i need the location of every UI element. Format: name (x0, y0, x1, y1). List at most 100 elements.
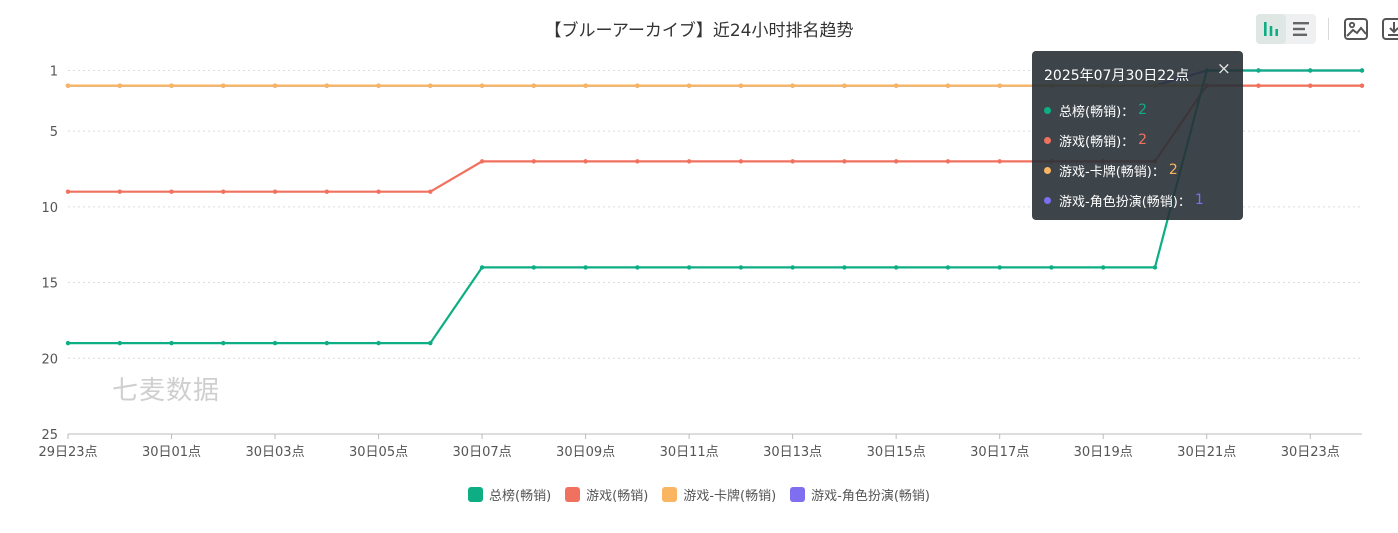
legend-item[interactable]: 游戏(畅销) (565, 485, 648, 504)
data-point (1359, 68, 1365, 73)
tooltip-value: 2 (1138, 102, 1148, 118)
data-point (997, 265, 1002, 270)
data-point (272, 340, 278, 346)
x-tick-label: 30日19点 (1074, 445, 1133, 460)
data-point (428, 189, 433, 194)
data-point (893, 159, 899, 164)
list-icon[interactable] (1286, 14, 1316, 44)
x-tick-label: 30日07点 (453, 445, 512, 460)
data-point (1256, 68, 1261, 73)
data-point (324, 189, 329, 194)
data-point (583, 265, 588, 270)
data-point (272, 83, 278, 88)
data-point (635, 265, 640, 270)
image-icon[interactable] (1341, 14, 1371, 44)
series-dot-icon (1044, 196, 1051, 204)
legend-item[interactable]: 游戏-角色扮演(畅销) (790, 485, 930, 504)
tooltip: × 2025年07月30日22点 总榜(畅销)： 2 游戏(畅销)： 2 游戏-… (1032, 51, 1243, 220)
data-point (583, 83, 588, 88)
tooltip-row: 总榜(畅销)： 2 (1044, 95, 1231, 125)
data-point (635, 83, 640, 88)
legend-swatch (565, 487, 581, 502)
tooltip-title: 2025年07月30日22点 (1044, 68, 1190, 84)
data-point (221, 189, 226, 194)
data-point (479, 83, 485, 88)
series-dot-icon (1044, 166, 1051, 174)
data-point (376, 83, 381, 88)
chart-title: 【ブルーアーカイブ】近24小时排名趋势 (544, 21, 854, 41)
data-point (221, 340, 226, 346)
bar-chart-icon[interactable] (1256, 14, 1286, 44)
data-point (686, 265, 692, 270)
data-point (428, 340, 433, 346)
chart-toolbar (1256, 14, 1398, 44)
data-point (117, 189, 122, 194)
data-point (531, 83, 537, 88)
data-point (169, 83, 174, 88)
series-dot-icon (1044, 106, 1051, 114)
data-point (272, 189, 278, 194)
data-point (583, 159, 588, 164)
series-line (68, 69, 1362, 345)
data-point (376, 340, 381, 346)
data-point (169, 340, 174, 346)
data-point (65, 340, 71, 346)
y-tick-label: 25 (41, 428, 58, 443)
data-point (790, 83, 795, 88)
data-point (945, 83, 951, 88)
data-point (428, 83, 433, 88)
data-point (635, 159, 640, 164)
data-point (169, 189, 174, 194)
y-tick-label: 15 (41, 277, 58, 292)
data-point (1152, 265, 1158, 270)
tooltip-label: 总榜(畅销)： (1059, 104, 1135, 120)
data-point (790, 159, 795, 164)
data-point (1256, 83, 1261, 88)
tooltip-row: 游戏-卡牌(畅销)： 2 (1044, 155, 1231, 185)
legend-swatch (790, 487, 806, 502)
data-point (790, 265, 795, 270)
close-icon[interactable]: × (1216, 59, 1231, 79)
x-tick-label: 30日15点 (867, 445, 926, 460)
y-tick-label: 20 (41, 352, 58, 367)
x-tick-label: 30日05点 (349, 445, 408, 460)
y-tick-label: 5 (50, 125, 58, 140)
legend-swatch (468, 487, 483, 502)
tooltip-label: 游戏-卡牌(畅销)： (1059, 164, 1165, 180)
data-point (324, 340, 329, 346)
data-point (324, 83, 329, 88)
y-tick-label: 1 (50, 65, 58, 80)
data-point (531, 159, 537, 164)
x-tick-label: 30日03点 (245, 445, 304, 460)
data-point (842, 265, 847, 270)
data-point (531, 265, 537, 270)
legend-label: 总榜(畅销) (489, 489, 552, 504)
view-toggle (1256, 14, 1316, 44)
tooltip-label: 游戏-角色扮演(畅销)： (1059, 194, 1191, 210)
data-point (65, 83, 71, 88)
data-point (738, 159, 744, 164)
tooltip-value: 2 (1168, 162, 1178, 178)
x-tick-label: 30日13点 (763, 445, 822, 460)
x-tick-label: 30日01点 (142, 445, 201, 460)
y-tick-label: 10 (41, 201, 58, 216)
tooltip-value: 1 (1194, 192, 1204, 208)
watermark: 七麦数据 (112, 376, 221, 406)
data-point (1101, 265, 1106, 270)
x-tick-label: 30日23点 (1281, 445, 1340, 460)
series-dot-icon (1044, 136, 1051, 144)
x-tick-label: 30日21点 (1177, 445, 1236, 460)
chart-legend: 总榜(畅销) 游戏(畅销) 游戏-卡牌(畅销) 游戏-角色扮演(畅销) (0, 485, 1398, 504)
data-point (997, 159, 1002, 164)
data-point (376, 189, 381, 194)
tooltip-row: 游戏-角色扮演(畅销)： 1 (1044, 185, 1231, 215)
tooltip-label: 游戏(畅销)： (1059, 134, 1135, 150)
data-point (945, 265, 951, 270)
legend-item[interactable]: 总榜(畅销) (468, 485, 551, 504)
legend-item[interactable]: 游戏-卡牌(畅销) (662, 485, 776, 504)
tooltip-row: 游戏(畅销)： 2 (1044, 125, 1231, 155)
legend-label: 游戏-角色扮演(畅销) (811, 489, 930, 504)
data-point (479, 159, 485, 164)
download-icon[interactable] (1379, 14, 1398, 44)
data-point (1049, 265, 1054, 270)
